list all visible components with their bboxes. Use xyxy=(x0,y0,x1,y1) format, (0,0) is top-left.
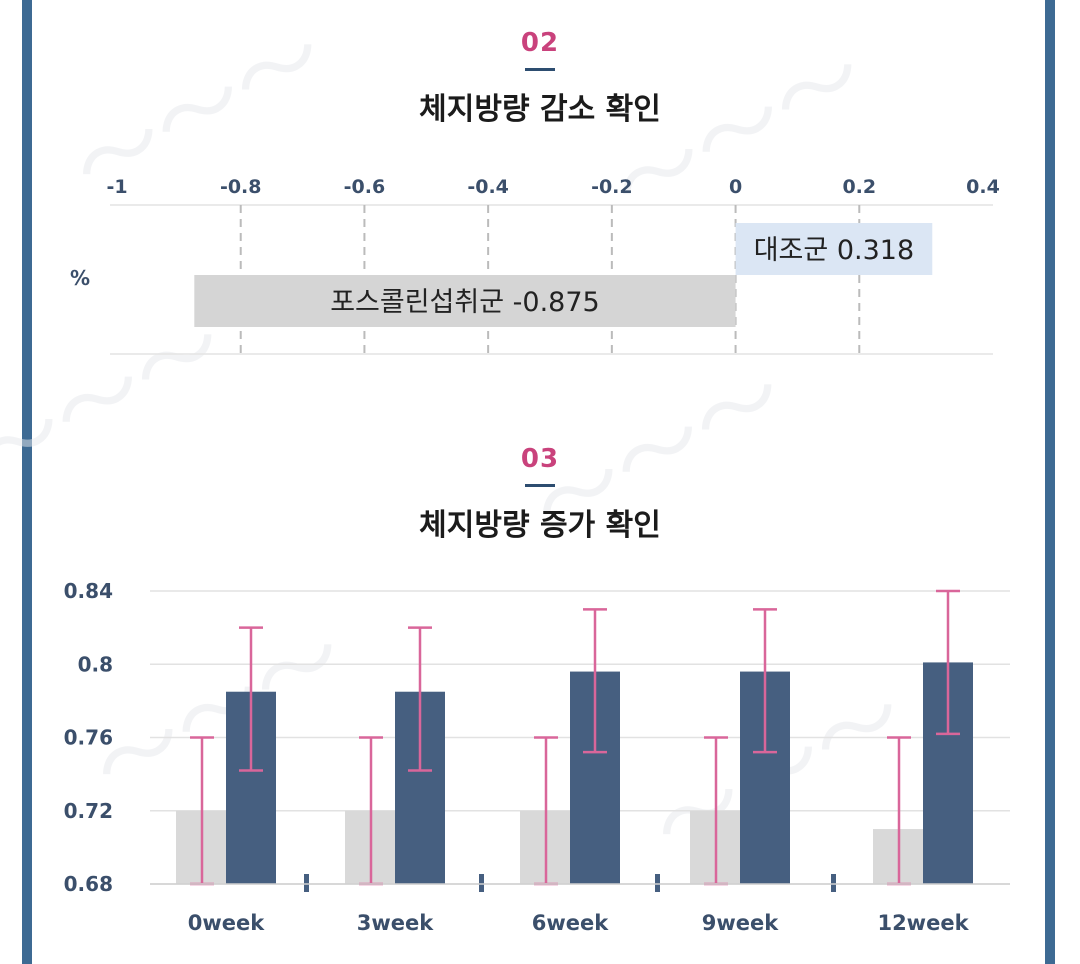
fat-increase-chart: 0.84 0.8 0.76 0.72 0.68 0week 3week 6week 9week 1… xyxy=(64,579,1010,935)
x-tick-label: -1 xyxy=(106,176,127,198)
x-tick-label: -0.4 xyxy=(467,176,509,198)
frame-left-border xyxy=(22,0,32,964)
x-tick-label: -0.8 xyxy=(220,176,262,198)
fat-reduction-chart: -1 -0.8 -0.6 -0.4 -0.2 0 0.2 0.4% 대조군 0.318 포스콜린섭… xyxy=(70,176,1000,355)
section-number-03: 03 xyxy=(520,444,560,474)
section-number-02: 02 xyxy=(520,28,560,58)
x-tick-label: 0 xyxy=(729,176,742,198)
section-divider-02 xyxy=(525,68,555,71)
x-tick-label: 3week xyxy=(357,911,434,935)
group-separator xyxy=(479,874,484,892)
section-title-02: 체지방량 감소 확인 xyxy=(419,92,661,127)
bar-label: 대조군 0.318 xyxy=(754,235,914,266)
x-tick-label: 9week xyxy=(702,911,779,935)
frame-right-border xyxy=(1045,0,1055,964)
y-tick-label: 0.76 xyxy=(64,726,113,750)
section-divider-03 xyxy=(525,484,555,487)
x-tick-label: -0.2 xyxy=(591,176,633,198)
x-tick-label: -0.6 xyxy=(344,176,386,198)
x-tick-label: 0week xyxy=(188,911,265,935)
y-axis-label: % xyxy=(70,266,90,290)
y-tick-label: 0.72 xyxy=(64,799,113,823)
group-separator xyxy=(655,874,660,892)
group-separator xyxy=(304,874,309,892)
group-separator xyxy=(831,874,836,892)
x-tick-label: 12week xyxy=(877,911,969,935)
bar-label: 포스콜린섭취군 -0.875 xyxy=(330,287,600,318)
bar-forskolin xyxy=(194,275,736,327)
x-tick-label: 6week xyxy=(532,911,609,935)
section-title-03: 체지방량 증가 확인 xyxy=(419,508,661,543)
y-tick-label: 0.68 xyxy=(64,872,113,896)
y-tick-label: 0.8 xyxy=(78,652,113,676)
y-tick-label: 0.84 xyxy=(64,579,113,603)
x-tick-label: 0.4 xyxy=(966,176,1000,198)
x-tick-label: 0.2 xyxy=(842,176,876,198)
bar-control xyxy=(735,223,933,275)
